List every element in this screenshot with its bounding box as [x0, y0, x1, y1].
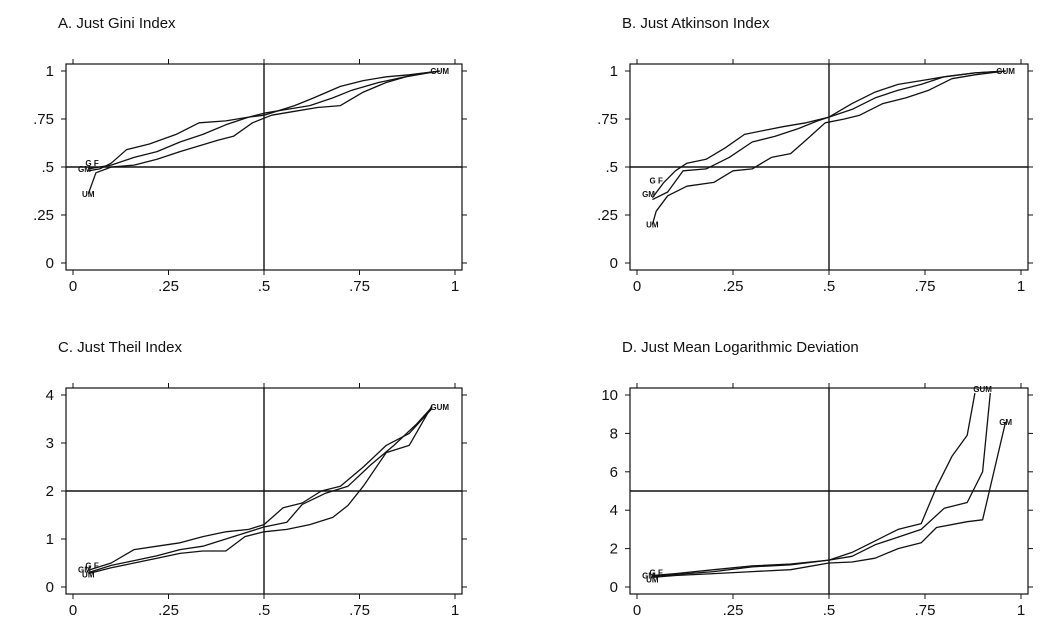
panel-b-y-tick-label: 0 [610, 255, 618, 272]
panel-c-y-tick-label: 2 [46, 483, 54, 500]
panel-d-curve-marker-label: GM [642, 571, 655, 580]
panel-d-y-tick-label: 6 [610, 464, 618, 481]
panel-d-title: D. Just Mean Logarithmic Deviation [622, 339, 859, 356]
panel-b-y-tick-label: 1 [610, 63, 618, 80]
panel-d-series-1-line [652, 392, 976, 577]
panel-c-x-tick-label: .25 [158, 602, 179, 619]
panel-b-y-tick-label: .75 [597, 111, 618, 128]
panel-a-title: A. Just Gini Index [58, 15, 176, 32]
panel-b-series-2-line [652, 70, 1006, 201]
panel-b-curve-marker-label: GUM [996, 67, 1015, 76]
panel-b-x-tick-label: 0 [633, 278, 641, 295]
panel-a-y-tick-label: 1 [46, 63, 54, 80]
panel-c-curve-marker-label: UM [82, 571, 95, 580]
panel-c-x-tick-label: .75 [349, 602, 370, 619]
panel-a-curve-marker-label: GUM [430, 67, 449, 76]
panel-d-x-tick-label: 0 [633, 602, 641, 619]
panel-c: C. Just Theil Index 0 .25 .5 .75 1 0 1 2 3 4 G FGM… [46, 339, 467, 619]
panel-b-curve-marker-label: GM [642, 190, 655, 199]
panel-d-y-tick-label: 4 [610, 502, 618, 519]
panel-a-series-2-line [88, 70, 440, 170]
panel-a-curve-marker-label: G F [85, 159, 98, 168]
panel-b-x-tick-label: .25 [723, 278, 744, 295]
panel-a-curve-marker-label: UM [82, 190, 95, 199]
panel-a-x-tick-label: .25 [158, 278, 179, 295]
panel-c-x-tick-label: 1 [451, 602, 459, 619]
panel-d-y-tick-label: 10 [601, 387, 618, 404]
panel-c-series-2-line [88, 406, 433, 574]
panel-b-curve-marker-label: UM [646, 221, 659, 230]
panel-b-series-3-line [651, 70, 1006, 225]
panel-d-curve-marker-label: GM [999, 418, 1012, 427]
panel-d-x-tick-label: .25 [723, 602, 744, 619]
panel-c-curve-marker-label: GM [78, 566, 91, 575]
panel-d-y-tick-label: 2 [610, 541, 618, 558]
panel-a: A. Just Gini Index 0 .25 .5 .75 1 0 .25 .5 .75 1 G… [33, 15, 467, 295]
panel-d-curve-marker-label: UM [646, 575, 659, 584]
panel-b: B. Just Atkinson Index 0 .25 .5 .75 1 0 .25 .5.… [597, 15, 1033, 295]
panel-b-x-tick-label: 1 [1017, 278, 1025, 295]
panel-b-curve-marker-label: G F [650, 176, 663, 185]
panel-c-y-tick-label: 4 [46, 387, 54, 404]
panel-c-x-tick-label: .5 [258, 602, 271, 619]
panel-a-y-tick-label: .25 [33, 207, 54, 224]
panel-b-x-tick-label: .5 [823, 278, 836, 295]
panel-b-y-tick-label: .25 [597, 207, 618, 224]
panel-a-x-tick-label: .5 [258, 278, 271, 295]
panel-d-series-2-line [652, 393, 991, 578]
panel-c-y-tick-label: 0 [46, 579, 54, 596]
panel-b-title: B. Just Atkinson Index [622, 15, 770, 32]
panel-d-y-tick-label: 8 [610, 425, 618, 442]
panel-d-x-tick-label: .5 [823, 602, 836, 619]
panel-a-x-tick-label: 1 [451, 278, 459, 295]
panel-c-curve-marker-label: GUM [430, 403, 449, 412]
panel-b-y-tick-label: .5 [605, 159, 618, 176]
panel-c-title: C. Just Theil Index [58, 339, 182, 356]
panel-d-curve-marker-label: G F [650, 569, 663, 578]
panel-d-x-tick-label: 1 [1017, 602, 1025, 619]
panel-a-y-tick-label: .5 [41, 159, 54, 176]
panel-c-y-tick-label: 3 [46, 435, 54, 452]
panel-a-series-3-line [87, 70, 440, 195]
panel-a-y-tick-label: 0 [46, 255, 54, 272]
panel-c-series-3-line [88, 405, 433, 575]
panel-a-curve-marker-label: GM [78, 165, 91, 174]
panel-a-x-tick-label: 0 [69, 278, 77, 295]
panel-a-x-tick-label: .75 [349, 278, 370, 295]
panel-d-y-tick-label: 0 [610, 579, 618, 596]
panel-d: D. Just Mean Logarithmic Deviation 0 .25.… [601, 339, 1033, 619]
panel-d-series-3-line [652, 421, 1007, 579]
panel-b-series-1-line [651, 70, 1006, 199]
panel-c-y-tick-label: 1 [46, 531, 54, 548]
panel-c-x-tick-label: 0 [69, 602, 77, 619]
panel-a-y-tick-label: .75 [33, 111, 54, 128]
panel-b-x-tick-label: .75 [915, 278, 936, 295]
panel-c-curve-marker-label: G F [85, 561, 98, 570]
panel-c-series-1-line [88, 407, 433, 571]
panel-d-curve-marker-label: GUM [973, 385, 992, 394]
panel-d-x-tick-label: .75 [915, 602, 936, 619]
